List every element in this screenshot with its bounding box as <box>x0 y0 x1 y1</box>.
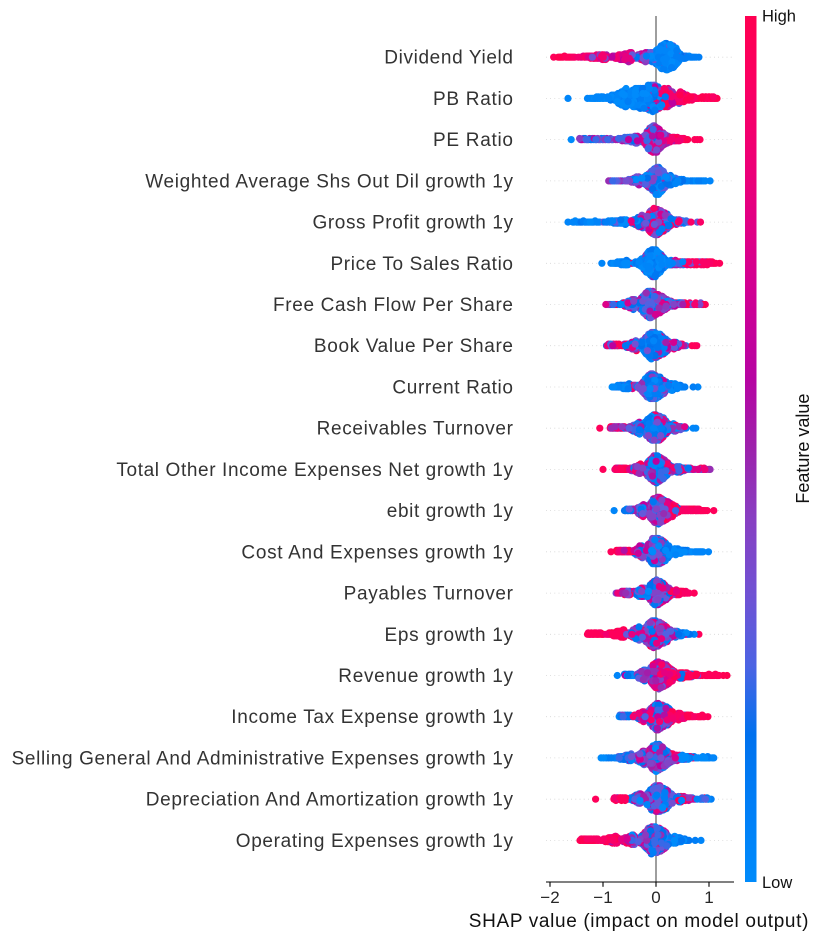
svg-text:Book Value Per Share: Book Value Per Share <box>314 336 513 357</box>
svg-text:Free Cash Flow Per Share: Free Cash Flow Per Share <box>273 295 513 316</box>
svg-text:Price To Sales Ratio: Price To Sales Ratio <box>331 254 514 275</box>
svg-text:Eps growth 1y: Eps growth 1y <box>385 625 514 646</box>
svg-text:Weighted Average Shs Out Dil g: Weighted Average Shs Out Dil growth 1y <box>145 171 513 192</box>
svg-text:PE Ratio: PE Ratio <box>433 130 513 151</box>
svg-text:ebit growth 1y: ebit growth 1y <box>387 501 514 522</box>
svg-text:Revenue growth 1y: Revenue growth 1y <box>338 666 513 687</box>
svg-text:Current Ratio: Current Ratio <box>392 378 513 399</box>
svg-text:SHAP value (impact on model ou: SHAP value (impact on model output) <box>469 911 809 932</box>
svg-text:Gross Profit growth 1y: Gross Profit growth 1y <box>313 213 514 234</box>
svg-text:Payables Turnover: Payables Turnover <box>344 584 514 605</box>
svg-text:Low: Low <box>762 874 792 892</box>
svg-text:Dividend Yield: Dividend Yield <box>384 48 513 69</box>
svg-text:Feature value: Feature value <box>793 394 813 504</box>
svg-text:Receivables Turnover: Receivables Turnover <box>317 419 514 440</box>
svg-text:Selling General And Administra: Selling General And Administrative Expen… <box>12 748 514 769</box>
svg-text:Operating Expenses growth 1y: Operating Expenses growth 1y <box>236 831 514 852</box>
svg-text:Cost And Expenses growth 1y: Cost And Expenses growth 1y <box>241 542 513 563</box>
svg-text:Total Other Income Expenses Ne: Total Other Income Expenses Net growth 1… <box>116 460 513 481</box>
svg-text:1: 1 <box>704 888 713 907</box>
svg-text:Income Tax Expense growth 1y: Income Tax Expense growth 1y <box>231 707 513 728</box>
svg-text:0: 0 <box>651 888 660 907</box>
svg-text:−2: −2 <box>540 888 559 907</box>
svg-text:PB Ratio: PB Ratio <box>433 89 513 110</box>
svg-text:Depreciation And Amortization: Depreciation And Amortization growth 1y <box>146 790 514 811</box>
svg-text:−1: −1 <box>593 888 612 907</box>
svg-text:High: High <box>762 8 796 26</box>
